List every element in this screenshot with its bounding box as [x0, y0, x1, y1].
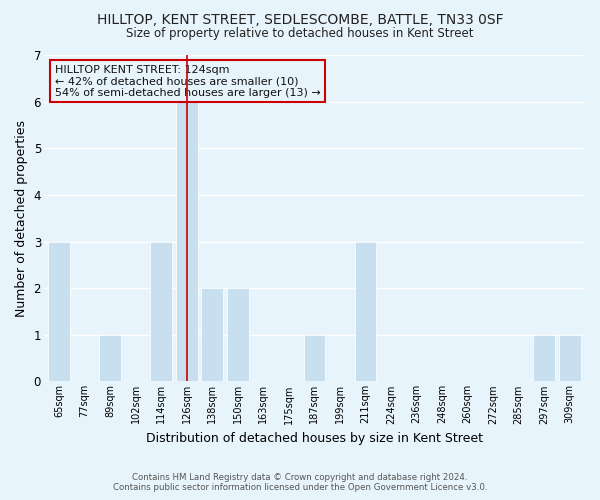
Bar: [202, 288, 223, 382]
Text: Size of property relative to detached houses in Kent Street: Size of property relative to detached ho…: [126, 28, 474, 40]
Bar: [49, 242, 70, 382]
Bar: [533, 335, 555, 382]
Bar: [227, 288, 248, 382]
Bar: [100, 335, 121, 382]
Bar: [355, 242, 376, 382]
Bar: [176, 102, 197, 382]
Text: Contains HM Land Registry data © Crown copyright and database right 2024.
Contai: Contains HM Land Registry data © Crown c…: [113, 473, 487, 492]
Y-axis label: Number of detached properties: Number of detached properties: [15, 120, 28, 316]
Text: HILLTOP, KENT STREET, SEDLESCOMBE, BATTLE, TN33 0SF: HILLTOP, KENT STREET, SEDLESCOMBE, BATTL…: [97, 12, 503, 26]
Bar: [151, 242, 172, 382]
Text: HILLTOP KENT STREET: 124sqm
← 42% of detached houses are smaller (10)
54% of sem: HILLTOP KENT STREET: 124sqm ← 42% of det…: [55, 65, 320, 98]
X-axis label: Distribution of detached houses by size in Kent Street: Distribution of detached houses by size …: [146, 432, 483, 445]
Bar: [559, 335, 581, 382]
Bar: [304, 335, 325, 382]
